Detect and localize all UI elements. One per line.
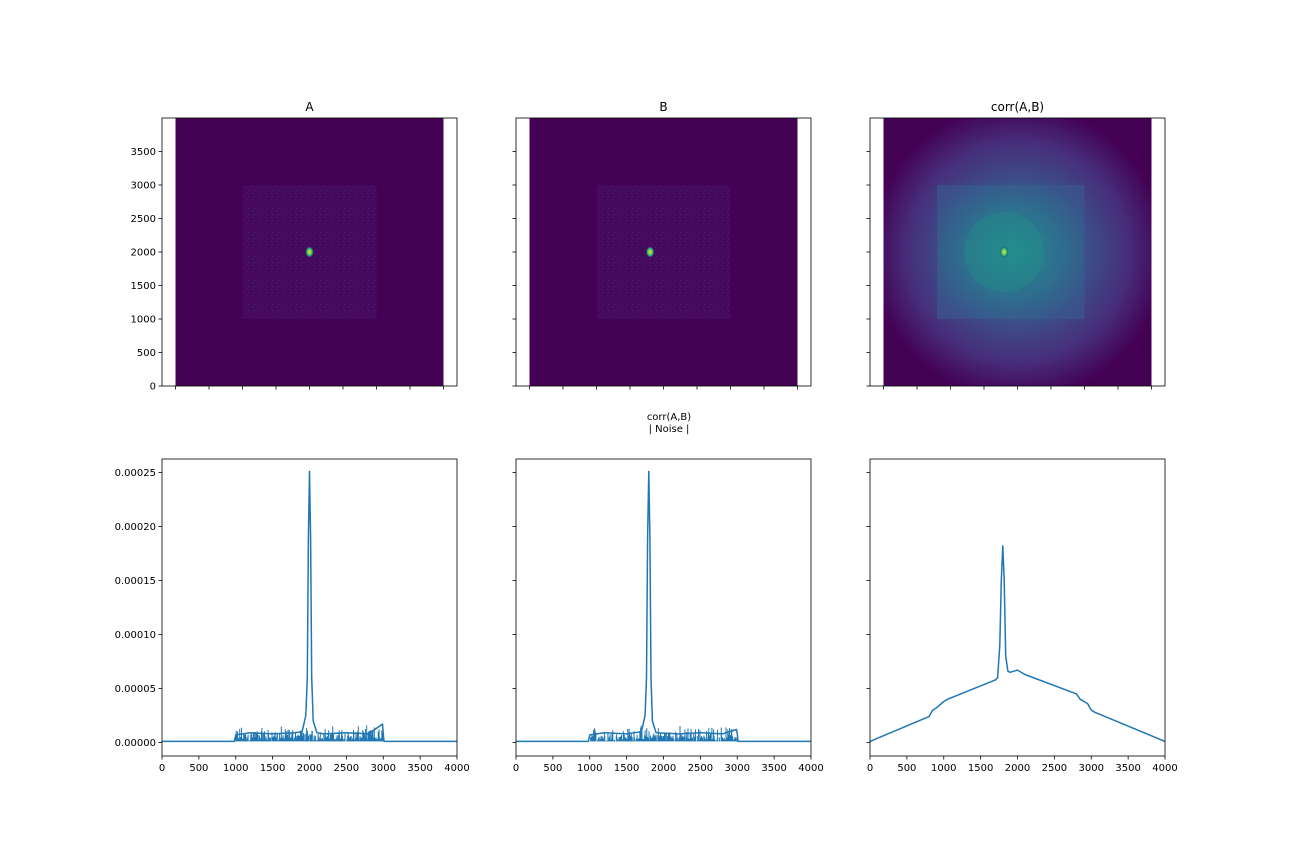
x-tick-label: 4000 — [798, 763, 823, 774]
series-group — [516, 470, 811, 743]
subplot-img-b: B — [512, 100, 812, 390]
y-tick-label: 3000 — [131, 181, 156, 192]
y-tick-label: 0.00000 — [115, 738, 156, 749]
series-line — [162, 470, 457, 743]
subplot-img-corr: corr(A,B) — [866, 100, 1166, 390]
y-tick-label: 2000 — [131, 248, 156, 259]
y-tick-label: 2500 — [131, 214, 156, 225]
y-tick-label: 1000 — [131, 315, 156, 326]
heatmap-square — [937, 185, 1085, 319]
x-tick-label: 4000 — [444, 763, 469, 774]
x-tick-label: 1500 — [260, 763, 285, 774]
y-tick-label: 1500 — [131, 281, 156, 292]
y-tick-label: 0.00005 — [115, 684, 156, 695]
heatmap-noise-square — [596, 185, 731, 319]
y-tick-label: 0 — [150, 382, 156, 393]
x-tick-label: 1000 — [577, 763, 602, 774]
subplot-line-a: 0 500 1000 1500 2000 2500 3000 3500 4000 0.00000 0… — [115, 458, 470, 774]
x-tick-label: 3000 — [1079, 763, 1104, 774]
x-tick-label: 1000 — [223, 763, 248, 774]
axes-frame — [515, 458, 812, 757]
x-tick-label: 2000 — [297, 763, 322, 774]
x-tick-label: 2000 — [1005, 763, 1030, 774]
x-tick-label: 3500 — [1115, 763, 1140, 774]
x-tick-label: 0 — [867, 763, 873, 774]
x-tick-label: 4000 — [1152, 763, 1177, 774]
annotation-line-2: | Noise | — [649, 424, 690, 435]
y-tick-label: 0.00010 — [115, 630, 156, 641]
series-line — [516, 470, 811, 743]
subplot-title: B — [659, 100, 667, 114]
subplot-title: A — [305, 100, 314, 114]
y-tick-label: 0.00020 — [115, 522, 156, 533]
y-tick-label: 3500 — [131, 147, 156, 158]
x-tick-label: 500 — [897, 763, 916, 774]
x-tick-label: 1500 — [968, 763, 993, 774]
subplot-line-corr: 0 500 1000 1500 2000 2500 3000 3500 4000 — [866, 458, 1178, 774]
x-tick-label: 500 — [543, 763, 562, 774]
series-group — [870, 545, 1165, 743]
x-tick-label: 1000 — [931, 763, 956, 774]
x-tick-label: 2500 — [688, 763, 713, 774]
series-noise — [589, 725, 738, 742]
annotation-line-1: corr(A,B) — [647, 412, 691, 423]
subplot-img-a: 0 500 1000 1500 2000 2500 3000 3500 A — [131, 100, 458, 393]
x-tick-label: 3500 — [761, 763, 786, 774]
x-tick-label: 3000 — [725, 763, 750, 774]
x-tick-label: 2500 — [1042, 763, 1067, 774]
y-tick-label: 0.00015 — [115, 576, 156, 587]
x-tick-label: 0 — [513, 763, 519, 774]
heatmap-peak — [305, 246, 314, 258]
y-tick-label: 0.00025 — [115, 468, 156, 479]
heatmap-peak — [645, 246, 655, 258]
series-line — [870, 545, 1165, 743]
x-tick-label: 2000 — [651, 763, 676, 774]
x-tick-label: 0 — [159, 763, 165, 774]
axes-frame — [869, 458, 1166, 757]
x-tick-label: 3500 — [407, 763, 432, 774]
x-tick-label: 1500 — [614, 763, 639, 774]
y-tick-label: 500 — [137, 348, 156, 359]
x-tick-label: 500 — [189, 763, 208, 774]
series-group — [162, 470, 457, 743]
x-tick-label: 3000 — [371, 763, 396, 774]
x-tick-label: 2500 — [334, 763, 359, 774]
subplot-line-b: 0 500 1000 1500 2000 2500 3000 3500 4000 — [512, 458, 824, 774]
subplot-title: corr(A,B) — [991, 100, 1044, 114]
heatmap-peak — [999, 246, 1009, 258]
